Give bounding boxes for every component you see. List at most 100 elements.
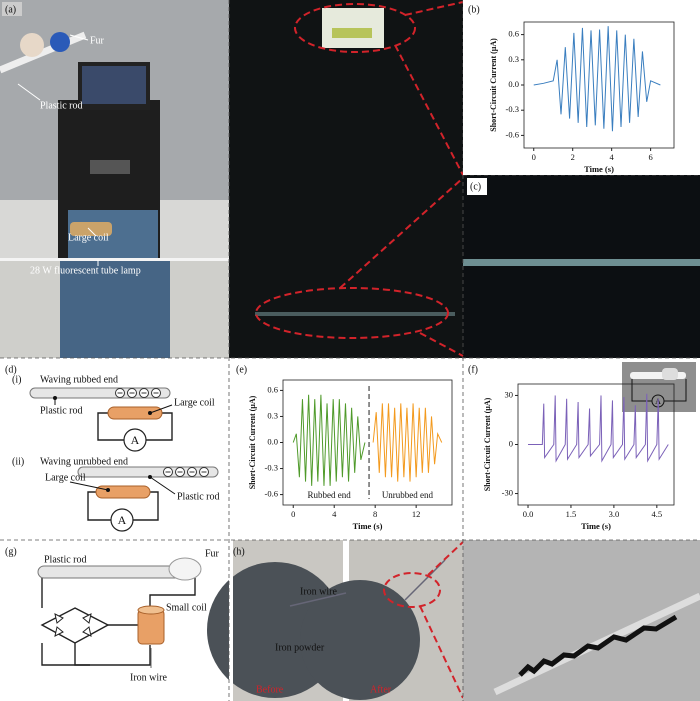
circuit: [97, 412, 173, 441]
y-tick-label: 0.0: [267, 436, 278, 446]
series-name: Unrubbed end: [382, 490, 434, 500]
zoom-line: [419, 605, 464, 699]
photo-zoom: [463, 540, 700, 701]
photo-middle: [229, 0, 463, 358]
annotation: Plastic rod: [44, 554, 87, 565]
zoom-line: [339, 177, 464, 289]
coil: [137, 609, 165, 645]
powder-clumps: [518, 614, 678, 677]
inset-fur: [662, 368, 678, 380]
series-line: [292, 394, 366, 486]
leader: [87, 227, 97, 237]
y-axis-label: Short-Circuit Current (μA): [483, 397, 492, 491]
y-tick-label: 0.0: [508, 79, 519, 89]
wire: [289, 592, 347, 607]
x-axis-label: Time (s): [581, 521, 611, 531]
annotation: Iron wire: [130, 672, 167, 683]
x-tick-label: 3.0: [609, 509, 620, 519]
lamp-zoom: [463, 259, 700, 266]
x-tick-label: 0.0: [523, 509, 534, 519]
zoom-ellipse: [383, 572, 441, 608]
x-axis-label: Time (s): [353, 521, 383, 531]
iron-powder: [300, 580, 420, 700]
fur: [168, 557, 202, 581]
x-tick-label: 0: [291, 509, 295, 519]
series-name: Rubbed end: [307, 490, 351, 500]
annotation: Before: [256, 684, 284, 695]
coil: [95, 485, 151, 499]
zoom-ellipse: [255, 287, 449, 339]
coil-top: [137, 605, 165, 615]
y-tick-label: -0.3: [506, 104, 519, 114]
annotation: Plastic rod: [40, 100, 83, 111]
y-tick-label: 0: [509, 438, 513, 448]
panel-label: (c): [470, 181, 481, 192]
series-line: [372, 403, 443, 482]
ammeter-label: A: [131, 433, 140, 447]
charges: [163, 467, 209, 477]
y-tick-label: -0.6: [265, 489, 278, 499]
zoom-line: [427, 541, 464, 576]
circuit: [41, 578, 196, 666]
annotation: After: [370, 684, 392, 695]
annotation: Large coil: [174, 397, 215, 408]
annotation: Small coil: [166, 602, 207, 613]
circuit: [74, 624, 151, 666]
sub-title: Waving rubbed end: [40, 374, 118, 385]
coil: [107, 406, 163, 420]
y-tick-label: -0.3: [265, 462, 278, 472]
y-tick-label: 0.3: [508, 54, 519, 64]
wire: [404, 559, 446, 601]
zoom-line: [419, 332, 464, 357]
leader: [17, 83, 41, 101]
y-tick-label: 0.6: [508, 29, 519, 39]
panel-label: (d): [5, 364, 17, 375]
leader: [69, 34, 89, 41]
y-axis-label: Short-Circuit Current (μA): [489, 38, 498, 132]
lamp: [255, 312, 455, 316]
screen-plot: [332, 28, 372, 38]
ammeter: [123, 428, 147, 452]
ammeter-label: A: [118, 513, 127, 527]
x-tick-label: 4: [332, 509, 337, 519]
photo-c: [463, 175, 700, 358]
x-tick-label: 4: [610, 152, 615, 162]
sub-label: (ii): [12, 456, 24, 467]
annotation: 28 W fluorescent tube lamp: [30, 265, 141, 276]
annotation: Large coil: [45, 472, 86, 483]
y-tick-label: -30: [502, 488, 513, 498]
zoom-ellipse: [294, 3, 416, 53]
annotation: Fur: [90, 35, 105, 46]
panel-label: (h): [233, 546, 245, 557]
label-bg: [467, 178, 487, 195]
circuit: [87, 491, 159, 521]
y-axis-label: Short-Circuit Current (μA): [248, 395, 257, 489]
bridge: [40, 607, 110, 644]
inset-circuit: [631, 379, 687, 402]
annotation: Plastic rod: [40, 405, 83, 416]
series-line: [528, 393, 669, 463]
annotation: Fur: [205, 548, 220, 559]
x-tick-label: 12: [412, 509, 421, 519]
x-axis-label: Time (s): [584, 164, 614, 174]
photo-a: [0, 0, 229, 358]
panel-label: (a): [5, 4, 16, 15]
x-tick-label: 2: [571, 152, 575, 162]
panel-label: (f): [468, 364, 478, 375]
y-tick-label: 0.3: [267, 410, 278, 420]
chart-bg: [463, 0, 700, 175]
panel-label: (g): [5, 546, 17, 557]
zoom-line: [394, 44, 464, 176]
x-tick-label: 1.5: [566, 509, 577, 519]
y-tick-label: 30: [505, 389, 514, 399]
sub-title: Waving unrubbed end: [40, 456, 128, 467]
diodes: [54, 613, 92, 637]
panel-label: (e): [236, 364, 247, 375]
y-tick-label: 0.6: [267, 384, 278, 394]
zoom-line: [404, 1, 464, 16]
series-line: [533, 26, 661, 132]
x-tick-label: 4.5: [652, 509, 663, 519]
y-tick-label: -0.6: [506, 129, 519, 139]
